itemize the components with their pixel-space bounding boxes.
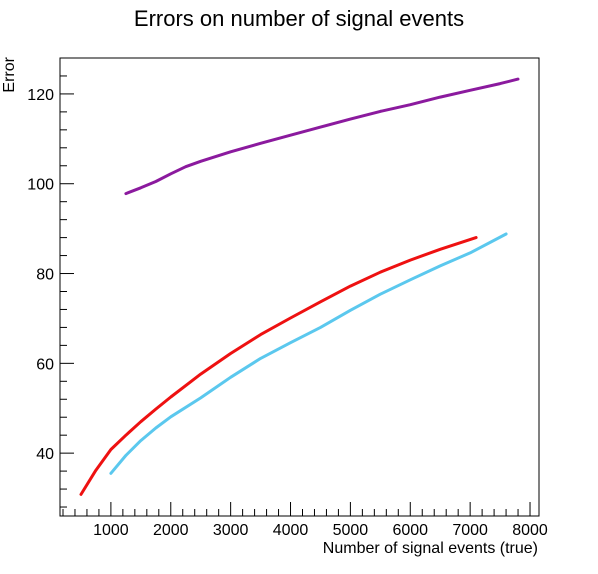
y-tick-label: 60 [36, 356, 54, 373]
x-axis-label: Number of signal events (true) [323, 540, 538, 557]
y-tick-label: 80 [36, 267, 54, 284]
y-tick-label: 40 [36, 446, 54, 463]
chart-title: Errors on number of signal events [134, 6, 464, 31]
x-tick-label: 7000 [452, 522, 488, 539]
x-tick-label: 4000 [273, 522, 309, 539]
x-tick-label: 3000 [213, 522, 249, 539]
x-tick-label: 2000 [153, 522, 189, 539]
x-tick-label: 8000 [512, 522, 548, 539]
plot-frame [59, 57, 540, 517]
x-tick-label: 5000 [333, 522, 369, 539]
x-tick-label: 1000 [93, 522, 129, 539]
y-tick-label: 100 [27, 177, 54, 194]
series-line-3 [109, 232, 508, 475]
x-tick-label: 6000 [392, 522, 428, 539]
y-tick-label: 120 [27, 87, 54, 104]
series-layer [79, 77, 520, 496]
axes: 1000 2000 3000 4000 5000 6000 7000 8000 40 60 80 10… [27, 57, 548, 539]
series-line-2 [79, 236, 478, 496]
series-line-1 [124, 77, 520, 196]
y-axis-label: Error [1, 56, 18, 92]
